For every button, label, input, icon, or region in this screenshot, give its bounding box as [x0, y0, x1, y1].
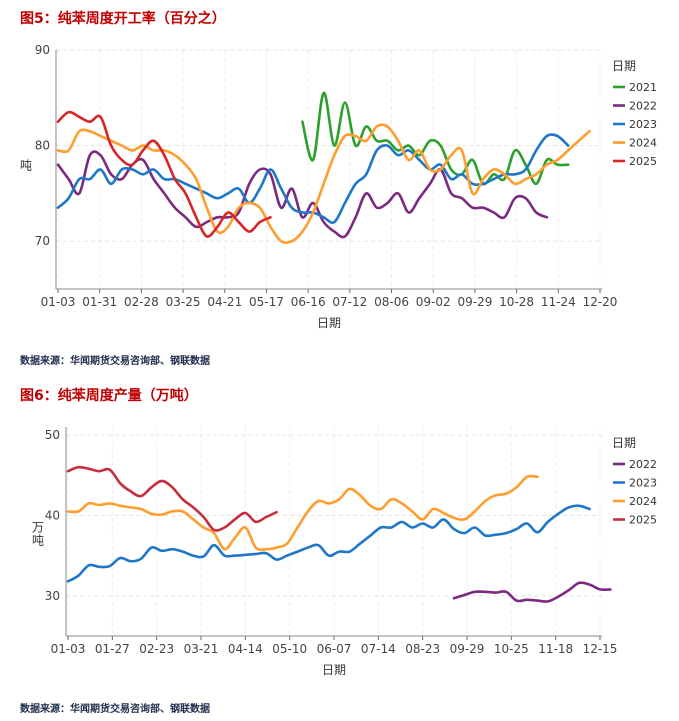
- chart2-y-tick-label-0: 30: [45, 589, 60, 603]
- chart2-legend-label-2025: 2025: [629, 514, 657, 527]
- chart2-x-tick-label-7: 07-14: [361, 642, 396, 656]
- chart1-y-tick-label-2: 90: [35, 43, 50, 57]
- chart2-y-axis-label: 万吨: [32, 521, 44, 548]
- chart1-x-tick-label-1: 01-31: [82, 295, 117, 309]
- chart1-x-tick-label-8: 08-06: [374, 295, 409, 309]
- chart2-series-line-2025: [66, 465, 278, 532]
- chart2-legend-label-2022: 2022: [629, 458, 657, 471]
- chart2-plot: 01-03 01-27 02-23 03-21 04-14 05-10 06-07 07-14…: [32, 427, 657, 677]
- chart2-series-line-2024: [66, 474, 539, 552]
- chart1-source: 数据来源：华闻期货交易咨询部、钢联数据: [20, 356, 210, 367]
- chart2-title: 图6：纯苯周度产量（万吨）: [20, 388, 198, 404]
- chart1-x-tick-label-10: 09-29: [457, 295, 492, 309]
- chart1-x-tick-label-13: 12-20: [583, 295, 618, 309]
- chart1-x-tick-label-5: 05-17: [249, 295, 284, 309]
- chart1-legend-label-2021: 2021: [629, 81, 657, 94]
- chart1-x-tick-label-3: 03-25: [166, 295, 201, 309]
- chart2-source: 数据来源：华闻期货交易咨询部、钢联数据: [20, 704, 210, 715]
- chart1-series-line-2022: [56, 150, 549, 239]
- chart2-x-tick-label-12: 12-15: [583, 642, 618, 656]
- chart2-legend-title: 日期: [612, 436, 636, 450]
- chart1-title: 图5：纯苯周度开工率（百分之）: [20, 11, 226, 27]
- chart1-plot: 01-03 01-31 02-28 03-25 04-21 05-17 06-16 07-12…: [20, 43, 657, 330]
- chart1-x-tick-label-9: 09-02: [416, 295, 451, 309]
- chart2-x-tick-label-1: 01-27: [95, 642, 130, 656]
- chart2-x-tick-label-0: 01-03: [51, 642, 86, 656]
- chart2-y-tick-label-1: 40: [45, 508, 60, 522]
- chart1-series-line-2021: [301, 91, 570, 186]
- chart1-legend-label-2023: 2023: [629, 118, 657, 131]
- chart1-x-axis-label: 日期: [317, 316, 341, 330]
- chart1-legend-label-2024: 2024: [629, 137, 657, 150]
- chart1-legend-title: 日期: [612, 59, 636, 73]
- chart2-x-axis-label: 日期: [322, 663, 346, 677]
- chart2-x-tick-label-10: 10-25: [494, 642, 529, 656]
- chart1-y-axis-label: 吨: [20, 159, 32, 173]
- chart1-y-tick-label-0: 70: [35, 234, 50, 248]
- chart1-x-tick-label-12: 11-24: [541, 295, 576, 309]
- chart1-x-tick-label-7: 07-12: [332, 295, 367, 309]
- chart2-x-tick-label-4: 04-14: [228, 642, 263, 656]
- chart2-legend-label-2023: 2023: [629, 477, 657, 490]
- chart2-series-line-2023: [66, 504, 591, 583]
- chart2-x-tick-label-3: 03-21: [184, 642, 219, 656]
- chart2-x-tick-label-9: 09-29: [450, 642, 485, 656]
- chart2-x-tick-label-6: 06-07: [317, 642, 352, 656]
- chart1-series-line-2024: [56, 123, 591, 244]
- chart1-y-tick-label-1: 80: [35, 139, 50, 153]
- chart1-x-tick-label-11: 10-28: [499, 295, 534, 309]
- chart2-x-tick-label-2: 02-23: [139, 642, 174, 656]
- chart2-y-tick-label-2: 50: [45, 428, 60, 442]
- chart2-x-tick-label-5: 05-10: [272, 642, 307, 656]
- chart1-legend-label-2022: 2022: [629, 100, 657, 113]
- chart2-x-tick-label-8: 08-23: [405, 642, 440, 656]
- chart1-x-tick-label-6: 06-16: [291, 295, 326, 309]
- chart1-series-line-2025: [56, 110, 272, 238]
- chart2-series-line-2022: [452, 581, 612, 603]
- chart1-legend-label-2025: 2025: [629, 155, 657, 168]
- chart1-x-tick-label-2: 02-28: [124, 295, 159, 309]
- chart2-x-tick-label-11: 11-18: [538, 642, 573, 656]
- chart1-x-tick-label-0: 01-03: [41, 295, 76, 309]
- chart1-x-tick-label-4: 04-21: [207, 295, 242, 309]
- chart2-legend-label-2024: 2024: [629, 495, 657, 508]
